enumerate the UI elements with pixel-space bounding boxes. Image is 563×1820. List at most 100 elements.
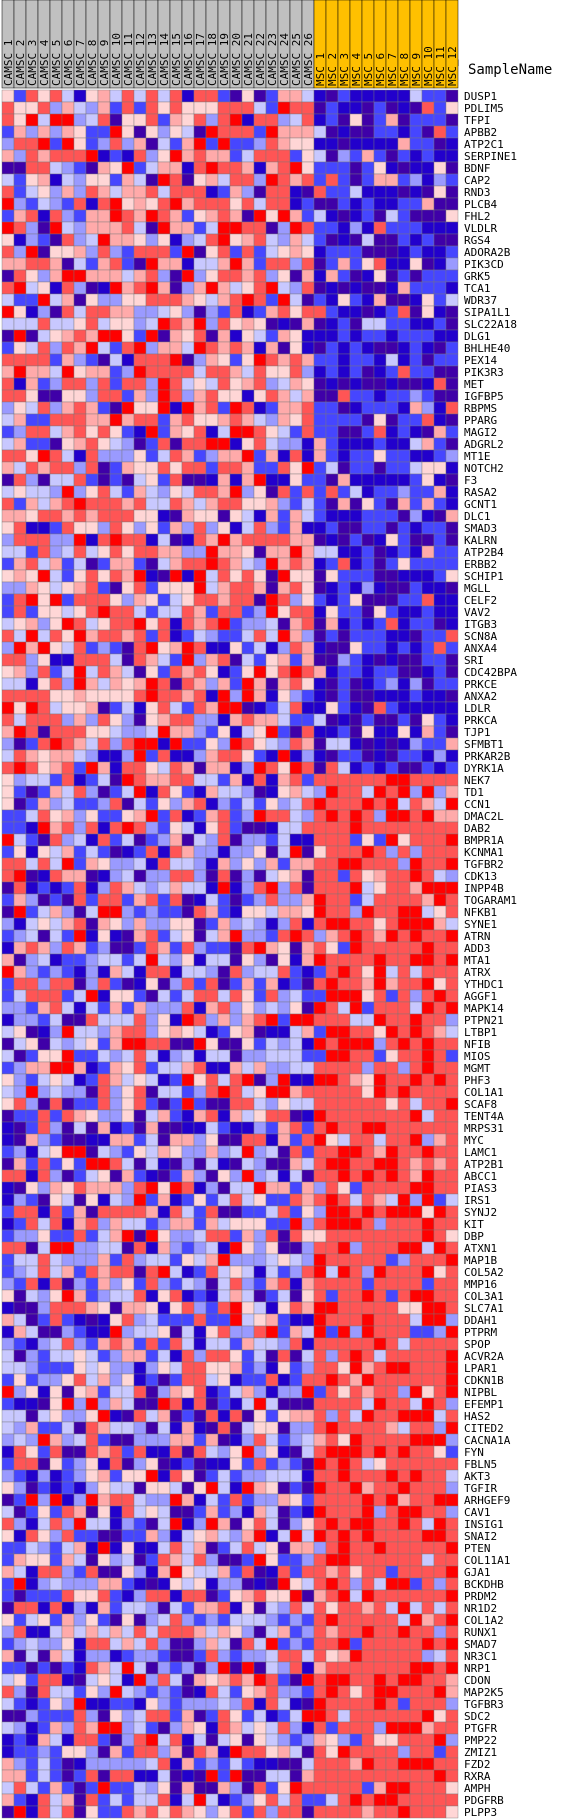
heatmap-cell — [109, 1457, 123, 1471]
heatmap-cell — [121, 413, 135, 427]
heatmap-cell — [337, 1289, 351, 1303]
heatmap-cell — [157, 857, 171, 871]
heatmap-cell — [145, 809, 159, 823]
heatmap-cell — [397, 353, 411, 367]
heatmap-cell — [385, 509, 399, 523]
heatmap-cell — [109, 1625, 123, 1639]
heatmap-cell — [13, 545, 27, 559]
heatmap-cell — [277, 209, 291, 223]
heatmap-cell — [13, 1469, 27, 1483]
heatmap-cell — [361, 1229, 375, 1243]
heatmap-cell — [445, 1301, 459, 1315]
heatmap-cell — [205, 857, 219, 871]
heatmap-cell — [49, 689, 63, 703]
heatmap-cell — [97, 1145, 111, 1159]
heatmap-cell — [421, 137, 435, 151]
heatmap-cell — [397, 761, 411, 775]
heatmap-cell — [313, 893, 327, 907]
heatmap-cell — [1, 401, 15, 415]
heatmap-cell — [253, 269, 267, 283]
heatmap-cell — [433, 269, 447, 283]
heatmap-cell — [97, 569, 111, 583]
heatmap-cell — [37, 533, 51, 547]
heatmap-cell — [37, 233, 51, 247]
heatmap-cell — [421, 377, 435, 391]
heatmap-cell — [169, 1109, 183, 1123]
heatmap-cell — [337, 1109, 351, 1123]
heatmap-cell — [133, 161, 147, 175]
heatmap-cell — [61, 173, 75, 187]
heatmap-cell — [13, 1433, 27, 1447]
heatmap-cell — [85, 1277, 99, 1291]
heatmap-cell — [337, 929, 351, 943]
heatmap-cell — [373, 509, 387, 523]
heatmap-cell — [13, 833, 27, 847]
heatmap-cell — [253, 869, 267, 883]
heatmap-cell — [373, 1013, 387, 1027]
heatmap-cell — [409, 365, 423, 379]
heatmap-cell — [169, 1001, 183, 1015]
heatmap-cell — [181, 1589, 195, 1603]
heatmap-cell — [205, 725, 219, 739]
heatmap-cell — [145, 173, 159, 187]
heatmap-cell — [421, 473, 435, 487]
heatmap-cell — [265, 413, 279, 427]
heatmap-cell — [313, 725, 327, 739]
heatmap-cell — [49, 449, 63, 463]
heatmap-cell — [109, 761, 123, 775]
heatmap-cell — [181, 701, 195, 715]
heatmap-cell — [229, 845, 243, 859]
heatmap-cell — [121, 1013, 135, 1027]
heatmap-cell — [361, 1601, 375, 1615]
heatmap-cell — [301, 1061, 315, 1075]
heatmap-cell — [217, 1133, 231, 1147]
heatmap-cell — [61, 953, 75, 967]
heatmap-cell — [265, 1133, 279, 1147]
heatmap-cell — [181, 461, 195, 475]
heatmap-cell — [73, 305, 87, 319]
heatmap-cell — [433, 1241, 447, 1255]
heatmap-cell — [1, 1049, 15, 1063]
heatmap-cell — [337, 917, 351, 931]
heatmap-cell — [337, 1217, 351, 1231]
heatmap-cell — [373, 881, 387, 895]
heatmap-cell — [433, 113, 447, 127]
heatmap-cell — [1, 1301, 15, 1315]
heatmap-cell — [433, 1169, 447, 1183]
heatmap-cell — [61, 1229, 75, 1243]
heatmap-cell — [337, 1397, 351, 1411]
heatmap-cell — [289, 1097, 303, 1111]
heatmap-cell — [253, 1577, 267, 1591]
heatmap-cell — [229, 1253, 243, 1267]
heatmap-cell — [25, 1529, 39, 1543]
heatmap-cell — [313, 89, 327, 103]
heatmap-cell — [349, 965, 363, 979]
heatmap-cell — [49, 821, 63, 835]
heatmap-cell — [145, 593, 159, 607]
heatmap-cell — [265, 1373, 279, 1387]
heatmap-cell — [433, 1157, 447, 1171]
heatmap-cell — [385, 1109, 399, 1123]
heatmap-cell — [241, 977, 255, 991]
heatmap-cell — [157, 113, 171, 127]
heatmap-cell — [37, 953, 51, 967]
heatmap-cell — [445, 197, 459, 211]
heatmap-cell — [397, 1541, 411, 1555]
heatmap-cell — [181, 257, 195, 271]
heatmap-cell — [97, 473, 111, 487]
heatmap-cell — [25, 1601, 39, 1615]
heatmap-cell — [1, 725, 15, 739]
heatmap-cell — [277, 857, 291, 871]
heatmap-cell — [313, 1289, 327, 1303]
heatmap-cell — [61, 569, 75, 583]
heatmap-cell — [37, 257, 51, 271]
heatmap-cell — [73, 449, 87, 463]
heatmap-cell — [349, 533, 363, 547]
heatmap-cell — [85, 773, 99, 787]
heatmap-cell — [193, 1121, 207, 1135]
heatmap-cell — [301, 329, 315, 343]
heatmap-cell — [325, 1601, 339, 1615]
heatmap-cell — [1, 269, 15, 283]
heatmap-cell — [313, 365, 327, 379]
heatmap-cell — [73, 917, 87, 931]
